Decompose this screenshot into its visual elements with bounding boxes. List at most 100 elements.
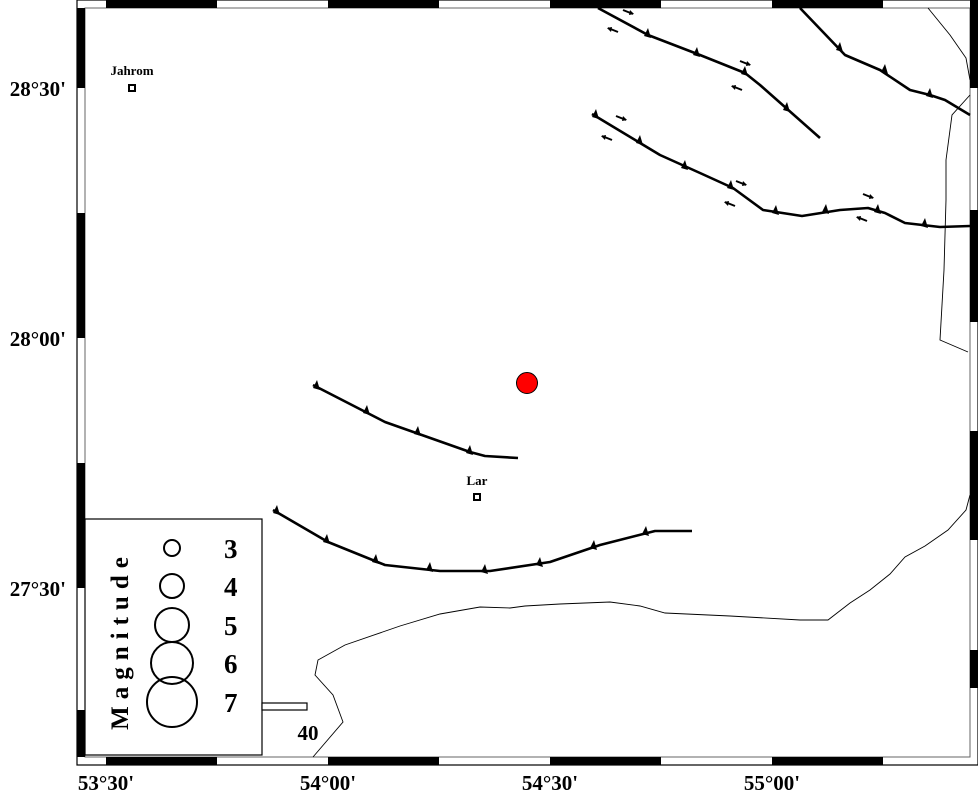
lon-label: 55°00': [744, 771, 800, 794]
thrust-fault: [591, 109, 971, 229]
frame-inner: [84, 7, 971, 758]
slip-arrow-icon: [735, 180, 747, 186]
thrust-tooth-icon: [536, 557, 543, 567]
thrust-tooth-icon: [481, 564, 488, 574]
city-lar: Lar: [467, 473, 488, 501]
thrust-tooth-icon: [372, 554, 379, 564]
coastline-segment: [927, 7, 971, 81]
frame-tick: [772, 757, 883, 765]
lon-label: 54°00': [300, 771, 356, 794]
thrust-tooth-icon: [772, 205, 779, 215]
lon-label: 53°30': [78, 771, 134, 794]
legend-magnitude-label: 5: [224, 611, 238, 641]
thrust-tooth-icon: [590, 540, 597, 550]
slip-arrow-icon: [622, 9, 634, 15]
frame-tick: [106, 0, 217, 8]
city-label-jahrom: Jahrom: [110, 63, 153, 78]
frame-tick: [77, 213, 85, 338]
longitude-labels: 53°30' 54°00' 54°30' 55°00': [78, 771, 800, 794]
thrust-tooth-icon: [363, 405, 370, 415]
slip-arrow-icon: [601, 135, 613, 141]
latitude-labels: 28°30' 28°00' 27°30': [10, 77, 66, 601]
legend: Magnitude 3 4 5 6 7: [84, 518, 263, 756]
frame-tick: [77, 8, 85, 88]
slip-arrow-head: [607, 27, 612, 32]
slip-arrow-icon: [724, 201, 736, 207]
frame-tick: [550, 757, 661, 765]
slip-arrow-head: [601, 135, 606, 140]
frame-tick: [970, 650, 978, 688]
thrust-fault: [799, 7, 971, 117]
slip-arrow-icon: [607, 27, 619, 33]
frame-tick: [77, 463, 85, 588]
slip-arrow-icon: [731, 85, 743, 91]
frame-tick: [77, 710, 85, 757]
coastline: [312, 7, 971, 758]
legend-magnitude-label: 4: [224, 572, 238, 602]
thrust-tooth-icon: [926, 88, 933, 98]
thrust-tooth-icon: [783, 102, 790, 112]
thrust-fault: [597, 6, 821, 139]
fault-line: [272, 508, 692, 573]
thrust-tooth-icon: [693, 47, 700, 57]
slip-arrow-head: [869, 194, 874, 199]
thrust-tooth-icon: [636, 135, 643, 145]
thrust-tooth-icon: [426, 562, 433, 572]
legend-circle-icon: [159, 573, 185, 599]
scale-bar-rect: [261, 702, 308, 711]
thrust-tooth-icon: [727, 180, 734, 190]
thrust-tooth-icon: [836, 42, 843, 52]
city-jahrom: Jahrom: [110, 63, 154, 92]
slip-arrow-head: [746, 61, 751, 66]
legend-magnitude-label: 7: [224, 688, 238, 718]
thrust-tooth-icon: [644, 28, 651, 38]
city-marker-icon: [473, 493, 481, 501]
fault-line: [591, 112, 971, 229]
slip-arrow-head: [622, 116, 627, 121]
thrust-tooth-icon: [881, 64, 888, 74]
legend-circle-icon: [163, 539, 181, 557]
thrust-fault: [272, 505, 692, 574]
city-marker-icon: [128, 84, 136, 92]
slip-arrow-icon: [862, 193, 874, 199]
slip-arrow-head: [856, 216, 861, 221]
thrust-tooth-icon: [273, 505, 280, 515]
frame-tick: [970, 0, 978, 88]
lon-label: 54°30': [522, 771, 578, 794]
legend-magnitude-label: 3: [224, 534, 238, 564]
thrust-tooth-icon: [642, 526, 649, 536]
frame-tick: [328, 757, 439, 765]
thrust-tooth-icon: [741, 66, 748, 76]
slip-arrow-icon: [615, 115, 627, 121]
slip-arrow-head: [724, 201, 729, 206]
frame-tick: [772, 0, 883, 8]
thrust-fault: [312, 380, 519, 460]
legend-circle-icon: [146, 676, 198, 728]
lat-label: 28°30': [10, 77, 66, 101]
thrust-tooth-icon: [921, 218, 928, 228]
thrust-tooth-icon: [313, 380, 320, 390]
city-label-lar: Lar: [467, 473, 488, 488]
thrust-tooth-icon: [414, 426, 421, 436]
lat-label: 27°30': [10, 577, 66, 601]
slip-arrow-head: [742, 181, 747, 186]
thrust-tooth-icon: [681, 160, 688, 170]
frame-tick: [970, 431, 978, 540]
thrust-tooth-icon: [822, 204, 829, 214]
slip-arrow-head: [731, 85, 736, 90]
coastline-segment: [312, 494, 971, 758]
fault-line: [597, 6, 821, 139]
frame-tick: [970, 210, 978, 322]
frame-tick: [106, 757, 217, 765]
slip-arrow-head: [629, 10, 634, 15]
slip-arrow-icon: [856, 216, 868, 222]
thrust-tooth-icon: [592, 109, 599, 119]
slip-arrow-icon: [739, 60, 751, 66]
thrust-tooth-icon: [323, 534, 330, 544]
legend-circle-icon: [150, 641, 194, 685]
scale-bar: 40: [261, 702, 319, 745]
legend-title: Magnitude: [107, 550, 134, 730]
scale-bar-label: 40: [298, 721, 319, 745]
lat-label: 28°00': [10, 327, 66, 351]
